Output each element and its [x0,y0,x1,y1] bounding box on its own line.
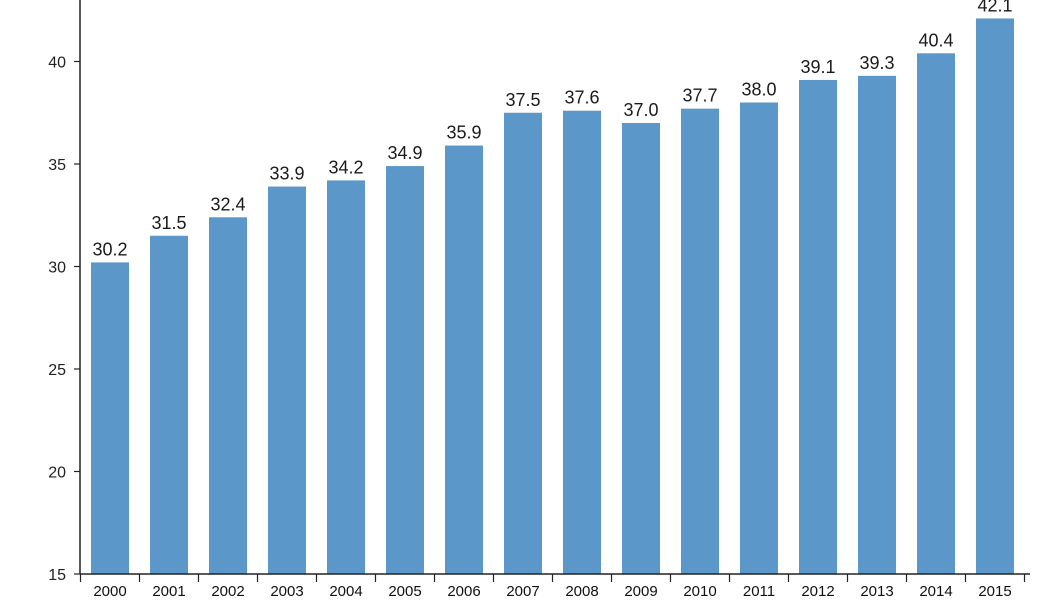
data-label: 42.1 [977,0,1012,15]
y-tick-label: 35 [48,157,66,174]
y-tick-label: 20 [48,465,66,482]
data-label: 40.4 [918,30,953,50]
x-tick-label: 2001 [152,583,185,600]
y-tick-label: 40 [48,55,66,72]
x-tick-label: 2000 [93,583,126,600]
bars-group [91,18,1014,575]
x-tick-label: 2013 [860,583,893,600]
data-label: 34.2 [328,157,363,177]
data-label: 39.1 [800,57,835,77]
bar-2010 [681,108,719,575]
bar-2009 [622,123,660,574]
bar-2006 [445,145,483,575]
data-label: 39.3 [859,53,894,73]
bar-2011 [740,102,778,574]
x-tick-label: 2005 [388,583,421,600]
bar-2003 [268,186,306,575]
x-tick-label: 2015 [978,583,1011,600]
data-label: 30.2 [92,239,127,259]
y-tick-label: 25 [48,362,66,379]
x-tick-label: 2010 [683,583,716,600]
y-tick-label: 30 [48,260,66,277]
bar-2013 [858,75,896,574]
bar-2014 [917,53,955,575]
x-tick-label: 2002 [211,583,244,600]
bar-2000 [91,262,129,574]
x-tick-label: 2011 [743,583,775,600]
data-label: 37.0 [623,100,658,120]
bar-2015 [976,18,1014,574]
data-labels-group: 30.2 31.5 32.4 33.9 34.2 34.9 35.9 37.5 37.6 37.0… [92,0,1012,259]
x-tick-label: 2007 [506,583,539,600]
x-axis: 2000 2001 2002 2003 2004 2005 2006 2007 2008 2009… [79,573,1030,600]
x-tick-label: 2008 [565,583,598,600]
x-tick-label: 2003 [270,583,303,600]
data-label: 34.9 [387,143,422,163]
y-axis: 15 20 25 30 35 40 [48,0,81,584]
bar-2005 [386,166,424,575]
x-tick-label: 2006 [447,583,480,600]
bar-2004 [327,180,365,574]
data-label: 31.5 [151,213,186,233]
bar-2008 [563,110,601,574]
bar-2012 [799,79,837,574]
x-tick-label: 2004 [329,583,362,600]
x-tick-label: 2012 [801,583,834,600]
data-label: 37.7 [682,86,717,106]
data-label: 37.6 [564,88,599,108]
x-tick-label: 2014 [919,583,952,600]
y-tick-label: 15 [48,567,66,584]
data-label: 32.4 [210,194,245,214]
data-label: 35.9 [446,123,481,143]
bar-2007 [504,112,542,574]
x-tick-label: 2009 [624,583,657,600]
bar-2002 [209,217,247,575]
bar-2001 [150,235,188,574]
data-label: 37.5 [505,90,540,110]
data-label: 38.0 [741,80,776,100]
data-label: 33.9 [269,164,304,184]
